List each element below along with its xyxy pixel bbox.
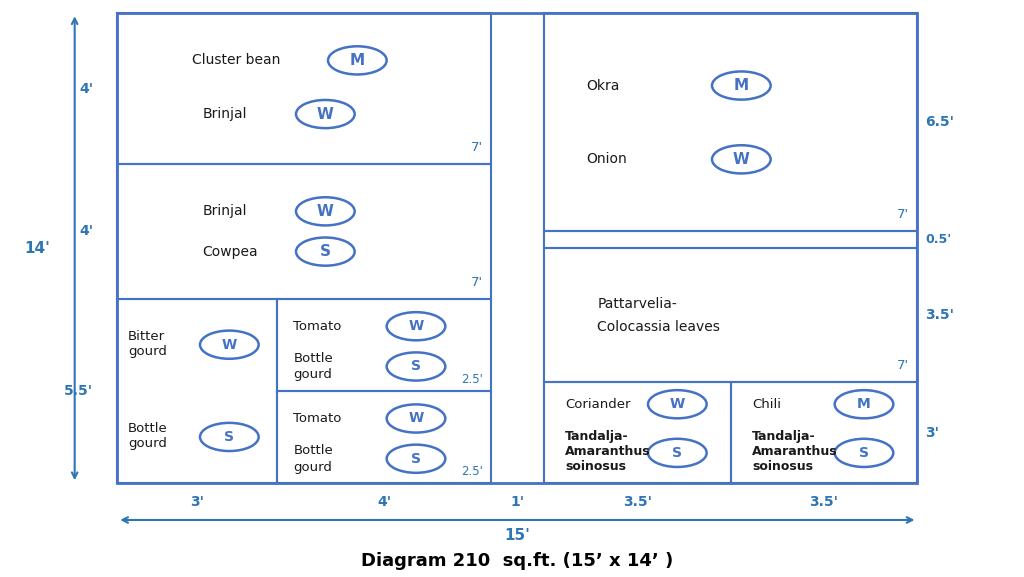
Text: 3': 3' <box>190 495 205 509</box>
Text: W: W <box>409 411 424 425</box>
Text: Cluster bean: Cluster bean <box>193 54 281 68</box>
Text: Tandalja-: Tandalja- <box>565 430 629 443</box>
Text: 3.5': 3.5' <box>810 495 839 509</box>
Text: W: W <box>409 319 424 334</box>
Text: S: S <box>673 446 682 460</box>
Text: Amaranthus: Amaranthus <box>752 445 838 458</box>
Text: gourd: gourd <box>128 345 167 358</box>
Text: M: M <box>857 397 870 411</box>
Text: 6.5': 6.5' <box>926 115 954 129</box>
Bar <box>278 391 490 483</box>
Text: soinosus: soinosus <box>752 460 813 473</box>
Text: 7': 7' <box>897 208 909 222</box>
Text: W: W <box>316 107 334 122</box>
Text: M: M <box>734 78 749 93</box>
Text: Colocassia leaves: Colocassia leaves <box>597 320 720 334</box>
Text: Pattarvelia-: Pattarvelia- <box>597 297 677 310</box>
Text: 0.5': 0.5' <box>926 233 951 246</box>
Bar <box>544 383 731 483</box>
Bar <box>118 164 490 298</box>
Text: Okra: Okra <box>587 78 621 92</box>
Text: 4': 4' <box>79 82 93 96</box>
Text: 5.5': 5.5' <box>65 384 93 398</box>
Text: Tandalja-: Tandalja- <box>752 430 816 443</box>
Text: Chili: Chili <box>752 398 781 411</box>
Text: 2.5': 2.5' <box>461 373 482 386</box>
Text: S: S <box>859 446 869 460</box>
Bar <box>544 13 918 231</box>
Bar <box>118 13 490 164</box>
Text: Bottle: Bottle <box>293 444 333 457</box>
Text: W: W <box>222 338 237 352</box>
Text: Cowpea: Cowpea <box>203 245 258 258</box>
Text: 15': 15' <box>505 529 530 544</box>
Text: Diagram 210  sq.ft. (15’ x 14’ ): Diagram 210 sq.ft. (15’ x 14’ ) <box>361 552 674 570</box>
Text: M: M <box>350 53 365 68</box>
Text: Onion: Onion <box>587 152 628 166</box>
Text: Tomato: Tomato <box>293 412 342 425</box>
Text: Coriander: Coriander <box>565 398 631 411</box>
Text: 3.5': 3.5' <box>926 308 954 323</box>
Text: Bottle: Bottle <box>128 422 168 435</box>
Text: W: W <box>316 204 334 219</box>
Text: W: W <box>670 397 685 411</box>
Text: 1': 1' <box>510 495 524 509</box>
Bar <box>731 383 918 483</box>
Text: Brinjal: Brinjal <box>203 107 247 121</box>
Text: gourd: gourd <box>128 437 167 450</box>
Text: soinosus: soinosus <box>565 460 627 473</box>
Text: gourd: gourd <box>293 368 332 381</box>
Text: 4': 4' <box>377 495 391 509</box>
Bar <box>544 231 918 248</box>
Bar <box>544 248 918 383</box>
Bar <box>118 13 918 483</box>
Text: 7': 7' <box>897 359 909 372</box>
Text: 4': 4' <box>79 224 93 238</box>
Text: Tomato: Tomato <box>293 320 342 333</box>
Text: 7': 7' <box>471 275 482 288</box>
Text: 14': 14' <box>25 241 50 256</box>
Text: Amaranthus: Amaranthus <box>565 445 651 458</box>
Text: S: S <box>411 359 421 373</box>
Text: 3': 3' <box>926 426 939 440</box>
Text: S: S <box>319 244 331 259</box>
Text: gourd: gourd <box>293 460 332 474</box>
Text: Bottle: Bottle <box>293 351 333 365</box>
Text: W: W <box>733 152 750 167</box>
Text: Brinjal: Brinjal <box>203 204 247 218</box>
Text: S: S <box>224 430 234 444</box>
Text: 3.5': 3.5' <box>623 495 652 509</box>
Text: S: S <box>411 452 421 466</box>
Text: 7': 7' <box>471 141 482 154</box>
Bar <box>278 298 490 391</box>
Text: Bitter: Bitter <box>128 330 165 343</box>
Text: 2.5': 2.5' <box>461 465 482 478</box>
Bar <box>118 298 278 483</box>
